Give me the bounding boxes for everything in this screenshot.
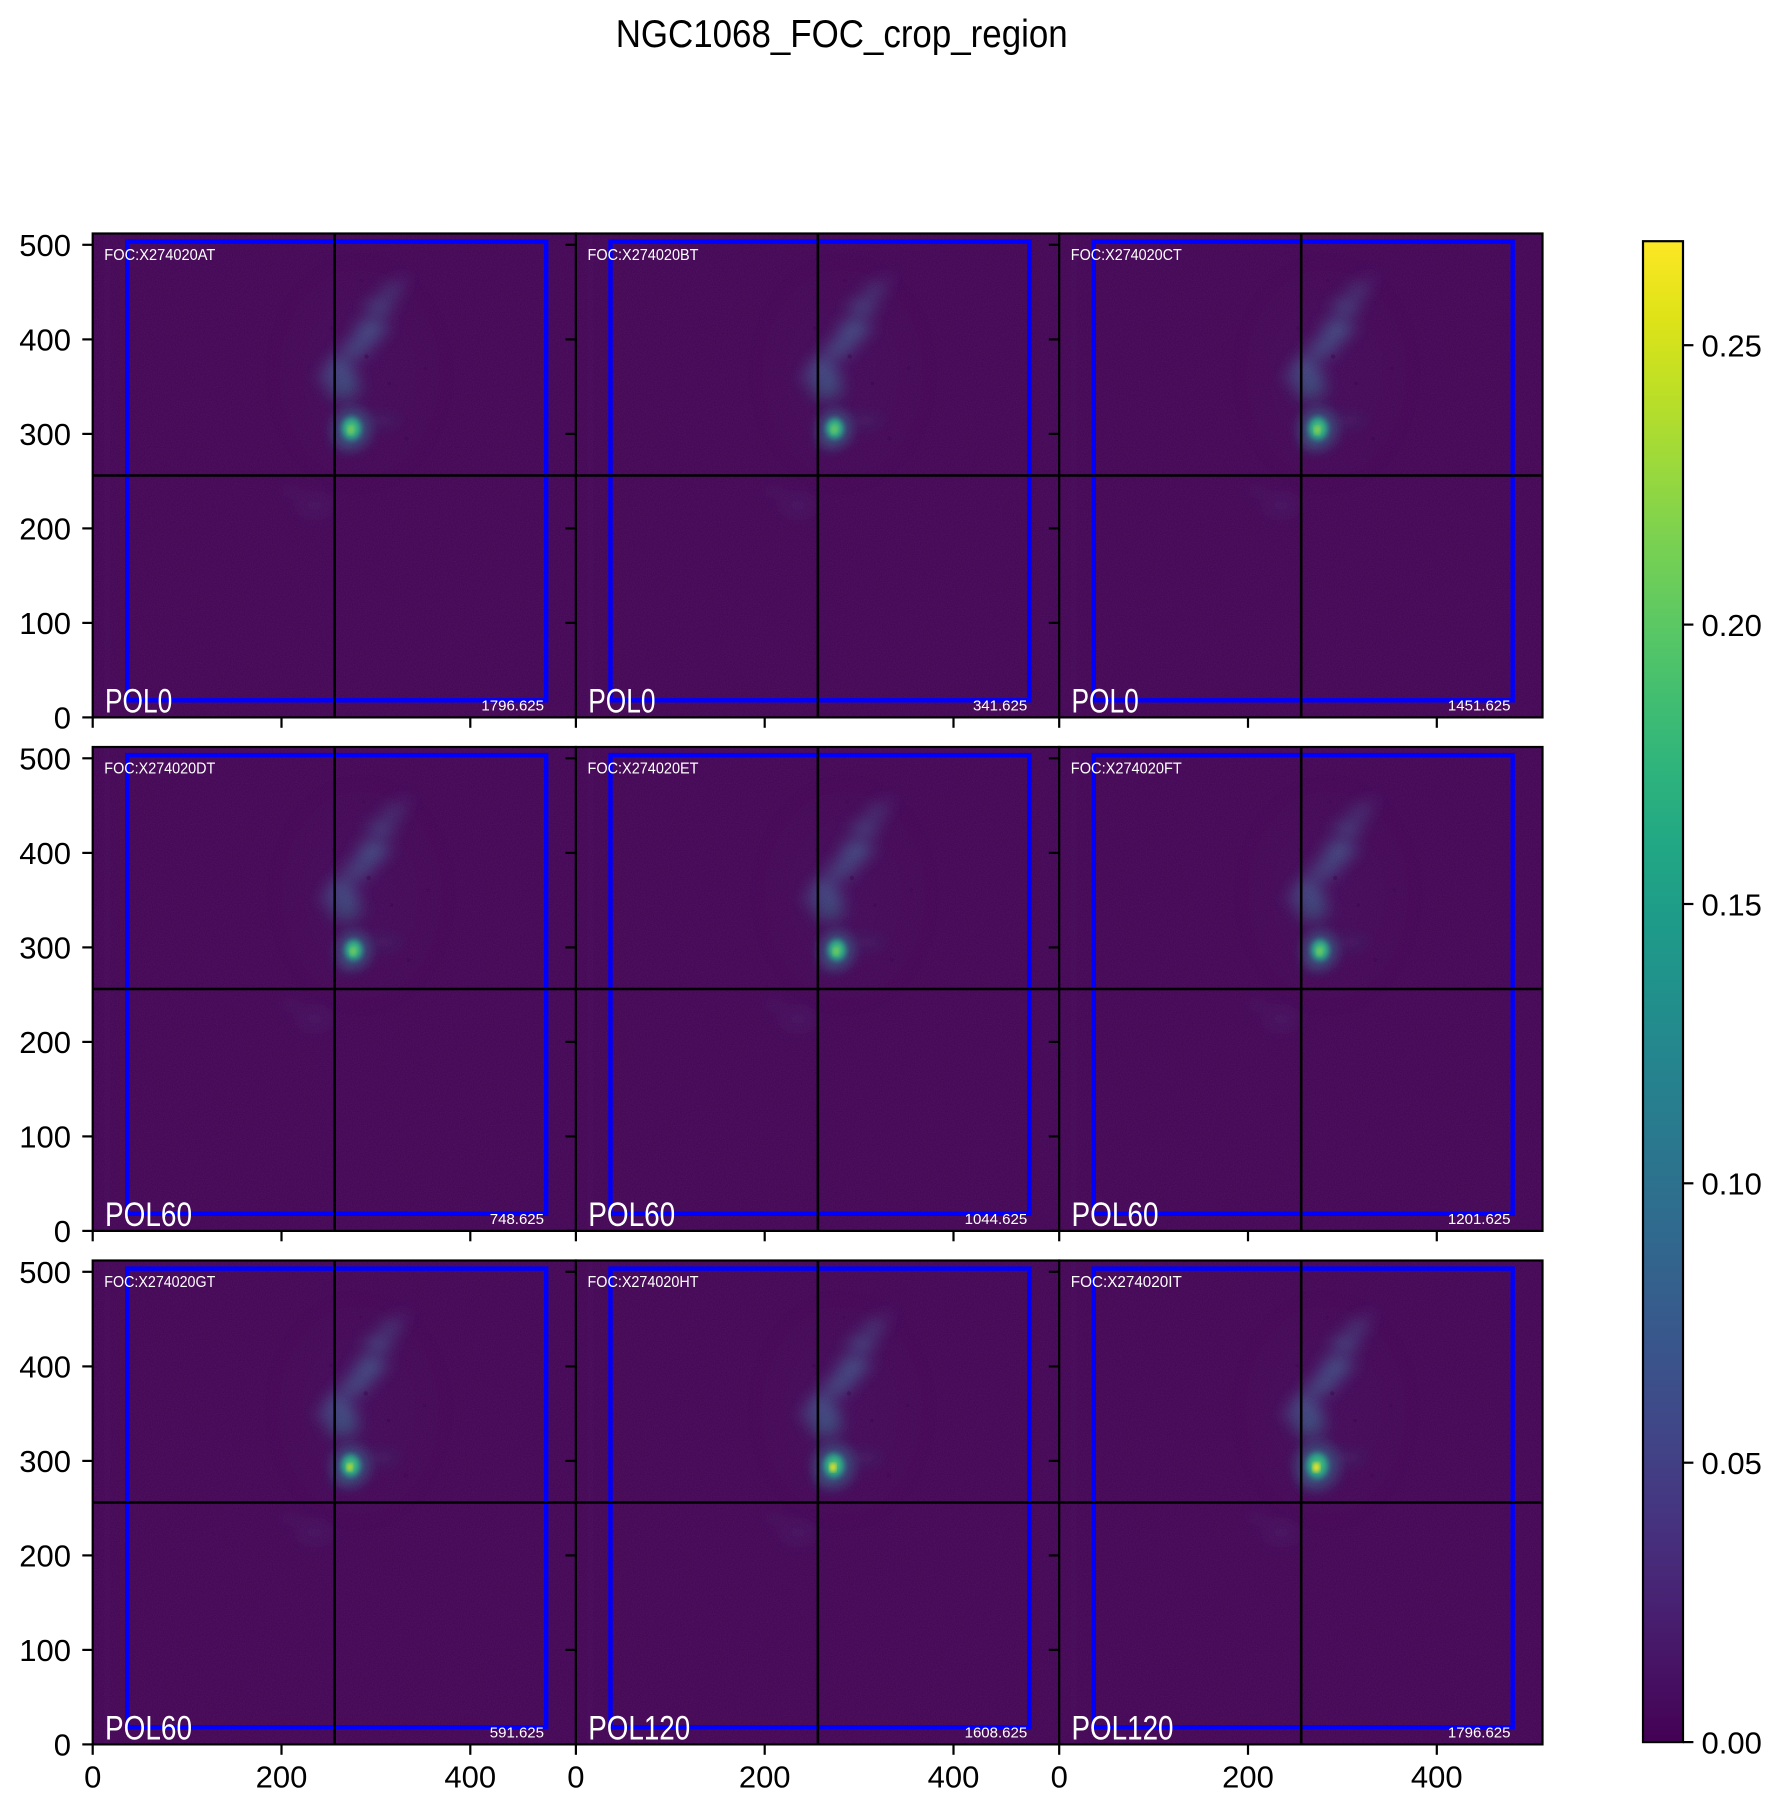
svg-text:FOC:X274020AT: FOC:X274020AT bbox=[104, 247, 215, 264]
svg-text:POL60: POL60 bbox=[105, 1196, 192, 1234]
svg-text:0.15: 0.15 bbox=[1702, 887, 1762, 922]
svg-text:1201.625: 1201.625 bbox=[1448, 1211, 1511, 1228]
svg-text:FOC:X274020BT: FOC:X274020BT bbox=[588, 247, 699, 264]
svg-text:200: 200 bbox=[19, 1025, 71, 1060]
svg-text:1796.625: 1796.625 bbox=[481, 698, 544, 715]
svg-text:500: 500 bbox=[19, 228, 71, 263]
svg-text:341.625: 341.625 bbox=[973, 698, 1027, 715]
svg-text:300: 300 bbox=[19, 1444, 71, 1479]
svg-text:FOC:X274020FT: FOC:X274020FT bbox=[1071, 760, 1182, 777]
svg-text:100: 100 bbox=[19, 606, 71, 641]
svg-text:POL60: POL60 bbox=[105, 1709, 192, 1747]
svg-text:500: 500 bbox=[19, 742, 71, 777]
svg-text:400: 400 bbox=[928, 1760, 980, 1795]
svg-text:0.25: 0.25 bbox=[1702, 329, 1762, 364]
svg-text:400: 400 bbox=[19, 836, 71, 871]
svg-text:1608.625: 1608.625 bbox=[965, 1725, 1028, 1742]
svg-text:POL0: POL0 bbox=[105, 682, 172, 720]
svg-text:1796.625: 1796.625 bbox=[1448, 1725, 1511, 1742]
svg-text:POL60: POL60 bbox=[1072, 1196, 1159, 1234]
svg-text:1451.625: 1451.625 bbox=[1448, 698, 1511, 715]
svg-text:0.05: 0.05 bbox=[1702, 1446, 1762, 1481]
svg-text:591.625: 591.625 bbox=[490, 1725, 544, 1742]
svg-text:POL120: POL120 bbox=[1072, 1709, 1174, 1747]
svg-text:0: 0 bbox=[567, 1760, 584, 1795]
svg-text:200: 200 bbox=[1222, 1760, 1274, 1795]
svg-text:FOC:X274020ET: FOC:X274020ET bbox=[588, 760, 699, 777]
svg-text:0.10: 0.10 bbox=[1702, 1167, 1762, 1202]
svg-text:0.00: 0.00 bbox=[1702, 1725, 1762, 1760]
svg-text:200: 200 bbox=[19, 512, 71, 547]
svg-text:POL0: POL0 bbox=[588, 682, 655, 720]
svg-text:400: 400 bbox=[444, 1760, 496, 1795]
svg-text:200: 200 bbox=[256, 1760, 308, 1795]
svg-text:300: 300 bbox=[19, 931, 71, 966]
svg-text:100: 100 bbox=[19, 1633, 71, 1668]
svg-text:748.625: 748.625 bbox=[490, 1211, 544, 1228]
svg-text:0: 0 bbox=[54, 701, 71, 736]
svg-text:NGC1068_FOC_crop_region: NGC1068_FOC_crop_region bbox=[616, 12, 1068, 56]
svg-text:400: 400 bbox=[19, 323, 71, 358]
svg-text:0: 0 bbox=[54, 1214, 71, 1249]
svg-text:FOC:X274020IT: FOC:X274020IT bbox=[1071, 1274, 1182, 1291]
svg-text:0: 0 bbox=[54, 1728, 71, 1763]
svg-text:POL0: POL0 bbox=[1072, 682, 1139, 720]
svg-text:400: 400 bbox=[1411, 1760, 1463, 1795]
svg-text:200: 200 bbox=[739, 1760, 791, 1795]
svg-text:POL60: POL60 bbox=[588, 1196, 675, 1234]
svg-text:0: 0 bbox=[1051, 1760, 1068, 1795]
svg-text:0.20: 0.20 bbox=[1702, 608, 1762, 643]
svg-text:FOC:X274020GT: FOC:X274020GT bbox=[104, 1274, 215, 1291]
svg-text:400: 400 bbox=[19, 1350, 71, 1385]
svg-text:0: 0 bbox=[84, 1760, 101, 1795]
svg-text:FOC:X274020HT: FOC:X274020HT bbox=[588, 1274, 699, 1291]
svg-text:500: 500 bbox=[19, 1255, 71, 1290]
svg-text:300: 300 bbox=[19, 417, 71, 452]
svg-text:FOC:X274020DT: FOC:X274020DT bbox=[104, 760, 215, 777]
svg-text:100: 100 bbox=[19, 1120, 71, 1155]
svg-text:200: 200 bbox=[19, 1539, 71, 1574]
svg-text:1044.625: 1044.625 bbox=[965, 1211, 1028, 1228]
svg-text:FOC:X274020CT: FOC:X274020CT bbox=[1071, 247, 1182, 264]
svg-text:POL120: POL120 bbox=[588, 1709, 690, 1747]
